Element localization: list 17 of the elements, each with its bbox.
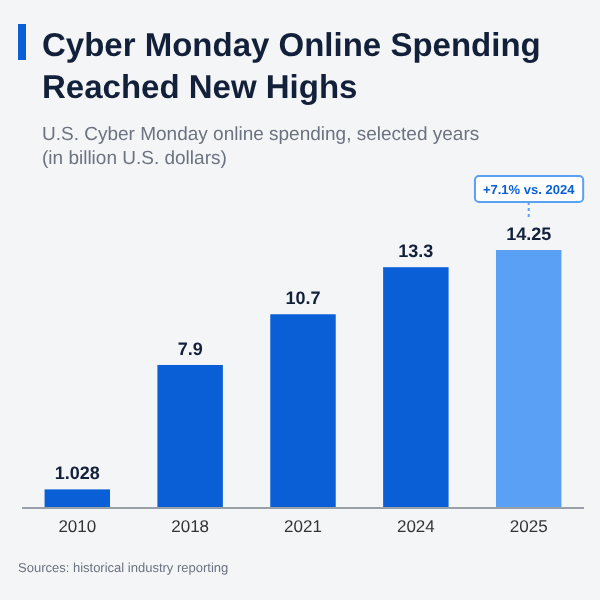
chart-title: Cyber Monday Online Spending Reached New Highs bbox=[42, 28, 541, 106]
chart-subtitle: U.S. Cyber Monday online spending, selected years (in billion U.S. dollars) bbox=[42, 124, 480, 170]
data-label: 1.028 bbox=[54, 463, 100, 484]
bar bbox=[383, 267, 449, 508]
bar bbox=[270, 314, 336, 508]
data-label: 10.7 bbox=[285, 288, 321, 309]
bar bbox=[495, 250, 562, 508]
x-tick-label: 2024 bbox=[396, 516, 436, 537]
bar bbox=[157, 364, 223, 508]
x-tick-label: 2025 bbox=[509, 516, 549, 537]
bar bbox=[44, 489, 111, 508]
x-tick-label: 2018 bbox=[171, 516, 210, 537]
x-tick-label: 2021 bbox=[284, 516, 323, 537]
data-label: 14.25 bbox=[506, 224, 552, 244]
data-label: 7.9 bbox=[177, 338, 203, 359]
x-tick-label: 2010 bbox=[58, 516, 97, 537]
data-label: 13.3 bbox=[398, 241, 434, 262]
